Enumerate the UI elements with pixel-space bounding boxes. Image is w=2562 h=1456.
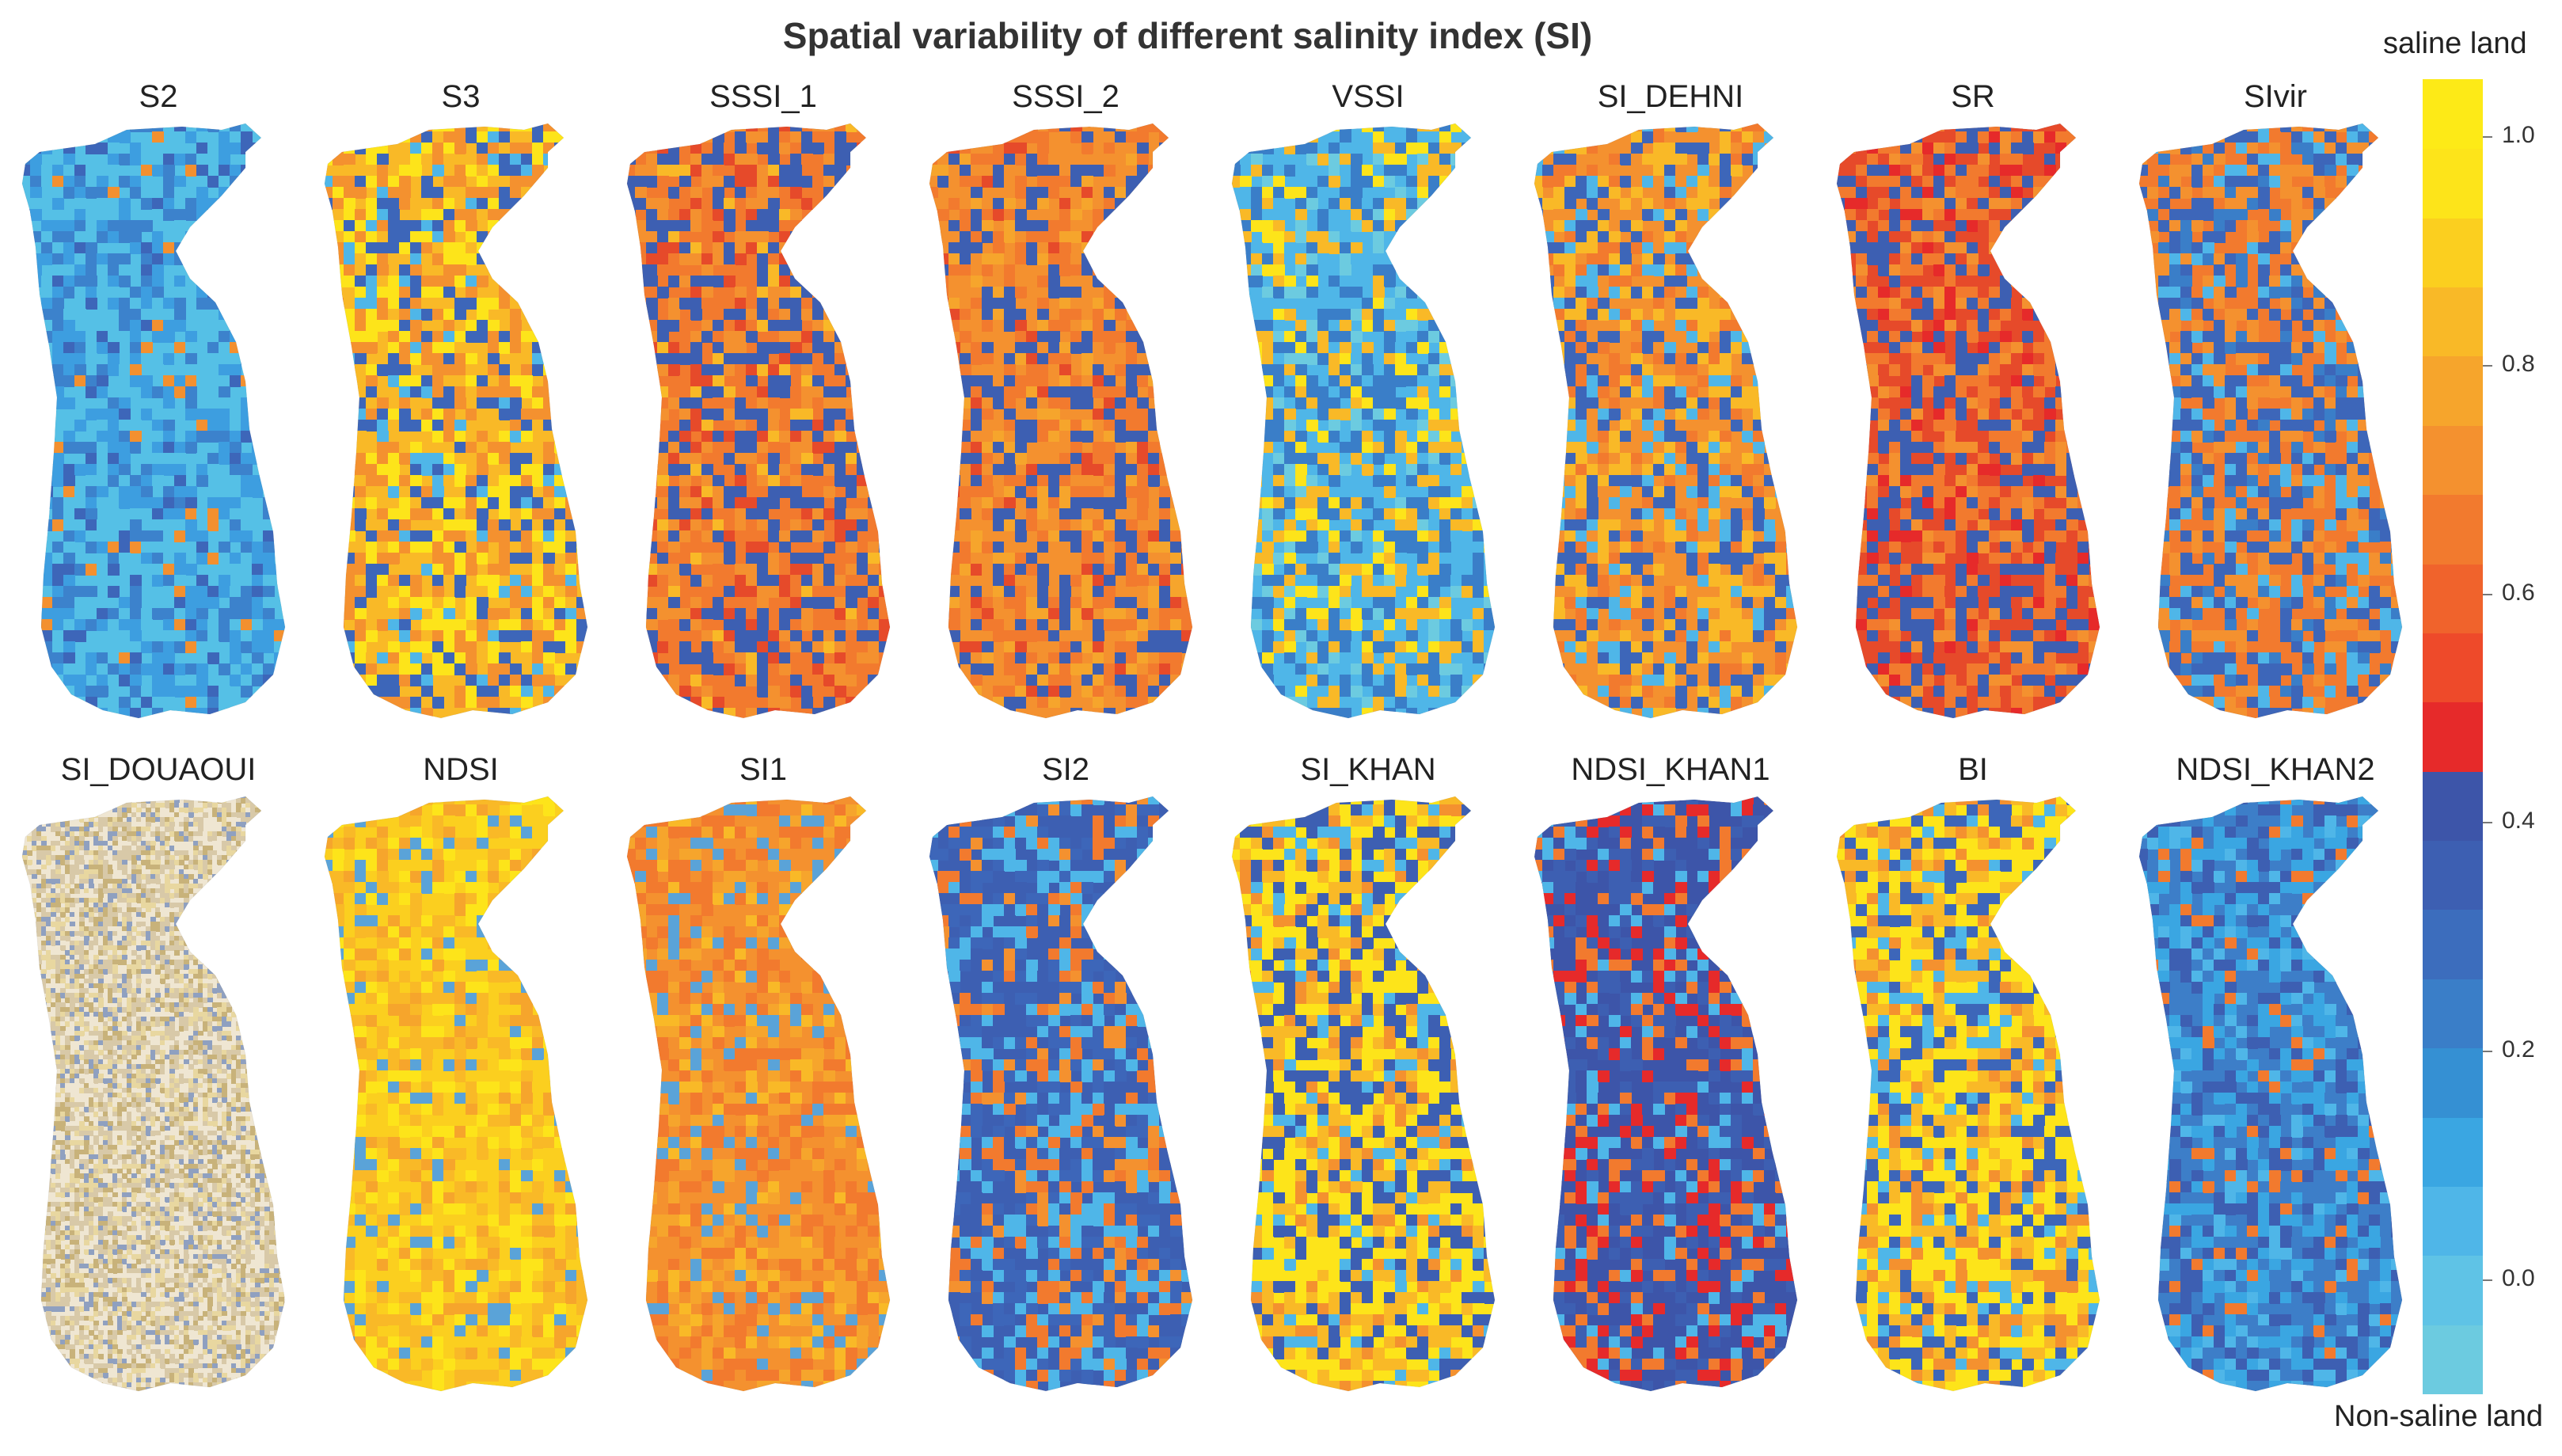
map-panel-label: SI_KHAN (1218, 752, 1519, 788)
map-panel: SIvir (2125, 79, 2426, 776)
colorbar-segment (2423, 632, 2483, 703)
colorbar-segment (2423, 1185, 2483, 1256)
legend-top-label: saline land (2383, 27, 2527, 61)
colorbar-segment (2423, 355, 2483, 426)
salinity-map (929, 796, 1193, 1392)
salinity-map (1836, 123, 2100, 719)
colorbar-tick-label: 0.6 (2502, 580, 2535, 606)
map-panel: SI1 (613, 752, 914, 1449)
colorbar-tick-label: 0.8 (2502, 351, 2535, 378)
map-panel: NDSI_KHAN1 (1520, 752, 1821, 1449)
colorbar-segment (2423, 563, 2483, 633)
colorbar-segment (2423, 1047, 2483, 1118)
colorbar-segment (2423, 770, 2483, 842)
salinity-map (929, 123, 1193, 719)
colorbar-segment (2423, 424, 2483, 496)
salinity-map (626, 123, 891, 719)
map-panel-label: NDSI (310, 752, 611, 788)
map-panel-label: SIvir (2125, 79, 2426, 115)
map-panel: SSSI_2 (915, 79, 1216, 776)
salinity-map (1534, 123, 1798, 719)
salinity-map (1534, 796, 1798, 1392)
salinity-map (324, 796, 588, 1392)
legend-bottom-label: Non-saline land (2334, 1400, 2543, 1434)
colorbar-tick-mark (2483, 1279, 2492, 1281)
colorbar-tick-mark (2483, 593, 2492, 595)
colorbar-segment (2423, 701, 2483, 772)
colorbar-segment (2423, 909, 2483, 979)
map-panel-label: SI_DOUAOUI (8, 752, 309, 788)
colorbar-tick-mark (2483, 1050, 2492, 1052)
colorbar-tick-label: 1.0 (2502, 122, 2535, 149)
map-panel: S3 (310, 79, 611, 776)
map-panel: BI (1823, 752, 2123, 1449)
map-panel-label: SI2 (915, 752, 1216, 788)
colorbar (2423, 79, 2483, 1394)
map-panel-label: SI1 (613, 752, 914, 788)
salinity-map (1836, 796, 2100, 1392)
map-panel-label: NDSI_KHAN2 (2125, 752, 2426, 788)
colorbar-tick-label: 0.0 (2502, 1265, 2535, 1292)
map-panel: S2 (8, 79, 309, 776)
map-panel-label: SSSI_1 (613, 79, 914, 115)
map-panel-label: S3 (310, 79, 611, 115)
colorbar-segment (2423, 287, 2483, 357)
colorbar-tick-mark (2483, 136, 2492, 139)
map-panel: NDSI_KHAN2 (2125, 752, 2426, 1449)
map-panel-label: BI (1823, 752, 2123, 788)
map-panel-label: SSSI_2 (915, 79, 1216, 115)
salinity-map (21, 796, 286, 1392)
map-panel: SSSI_1 (613, 79, 914, 776)
salinity-map (21, 123, 286, 719)
map-panel-label: SR (1823, 79, 2123, 115)
salinity-map (1231, 123, 1496, 719)
colorbar-tick-mark (2483, 364, 2492, 367)
salinity-map (2138, 123, 2403, 719)
colorbar-segment (2423, 494, 2483, 565)
colorbar-segment (2423, 840, 2483, 910)
map-panel: NDSI (310, 752, 611, 1449)
colorbar-tick-label: 0.4 (2502, 808, 2535, 834)
map-panel-label: NDSI_KHAN1 (1520, 752, 1821, 788)
map-panel: VSSI (1218, 79, 1519, 776)
map-panel-label: S2 (8, 79, 309, 115)
map-panel: SI_DOUAOUI (8, 752, 309, 1449)
map-panel-label: SI_DEHNI (1520, 79, 1821, 115)
salinity-map (1231, 796, 1496, 1392)
colorbar-segment (2423, 978, 2483, 1049)
map-panel: SI_DEHNI (1520, 79, 1821, 776)
colorbar-segment (2423, 1255, 2483, 1325)
colorbar-tick-mark (2483, 822, 2492, 824)
figure-title: Spatial variability of different salinit… (0, 14, 2375, 57)
colorbar-segment (2423, 1116, 2483, 1187)
colorbar-segment (2423, 217, 2483, 288)
salinity-map (2138, 796, 2403, 1392)
salinity-map (626, 796, 891, 1392)
map-panel: SI2 (915, 752, 1216, 1449)
colorbar-segment (2423, 148, 2483, 219)
map-panel-label: VSSI (1218, 79, 1519, 115)
salinity-map (324, 123, 588, 719)
map-panel: SI_KHAN (1218, 752, 1519, 1449)
colorbar-tick-label: 0.2 (2502, 1036, 2535, 1063)
colorbar-segment (2423, 1324, 2483, 1394)
colorbar-segment (2423, 79, 2483, 150)
map-panel: SR (1823, 79, 2123, 776)
